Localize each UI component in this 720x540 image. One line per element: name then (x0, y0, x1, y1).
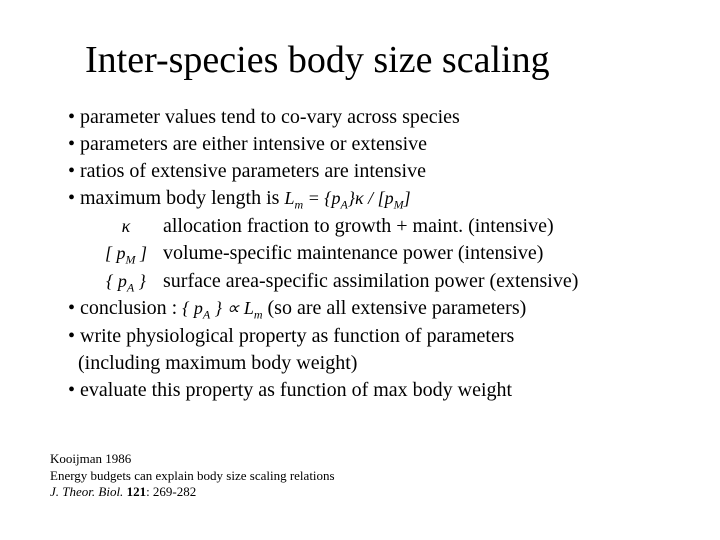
bullet-sub: (including maximum body weight) (68, 350, 670, 377)
sub-item: { pA } surface area-specific assimilatio… (94, 268, 670, 296)
bullet-text: • maximum body length is (68, 187, 284, 209)
sub-text: allocation fraction to growth + maint. (… (163, 215, 554, 237)
ref-journal: J. Theor. Biol. 121: 269-282 (50, 484, 335, 500)
bullet-item: • parameters are either intensive or ext… (68, 131, 670, 158)
reference-block: Kooijman 1986 Energy budgets can explain… (50, 451, 335, 500)
symbol-pm: [ pM ] (94, 241, 158, 268)
bullet-item: • conclusion : { pA } ∝ Lm (so are all e… (68, 295, 670, 323)
bullet-item: • evaluate this property as function of … (68, 377, 670, 404)
ref-title: Energy budgets can explain body size sca… (50, 468, 335, 484)
bullet-item: • write physiological property as functi… (68, 323, 670, 350)
ref-author: Kooijman 1986 (50, 451, 335, 467)
math-expr: Lm = {pA}κ / [pM] (284, 188, 410, 208)
math-expr: { pA } ∝ Lm (182, 298, 262, 318)
sub-text: surface area-specific assimilation power… (163, 270, 578, 292)
sub-item: [ pM ] volume-specific maintenance power… (94, 240, 670, 268)
bullet-text: (so are all extensive parameters) (263, 297, 527, 319)
sub-item: κ allocation fraction to growth + maint.… (94, 213, 670, 240)
bullet-text: • conclusion : (68, 297, 182, 319)
symbol-kappa: κ (94, 214, 158, 238)
bullet-list: • parameter values tend to co-vary acros… (68, 104, 670, 404)
symbol-pa: { pA } (94, 269, 158, 296)
bullet-item: • ratios of extensive parameters are int… (68, 158, 670, 185)
slide-title: Inter-species body size scaling (85, 38, 670, 82)
bullet-item: • parameter values tend to co-vary acros… (68, 104, 670, 131)
sub-text: volume-specific maintenance power (inten… (163, 242, 543, 264)
bullet-item: • maximum body length is Lm = {pA}κ / [p… (68, 185, 670, 213)
